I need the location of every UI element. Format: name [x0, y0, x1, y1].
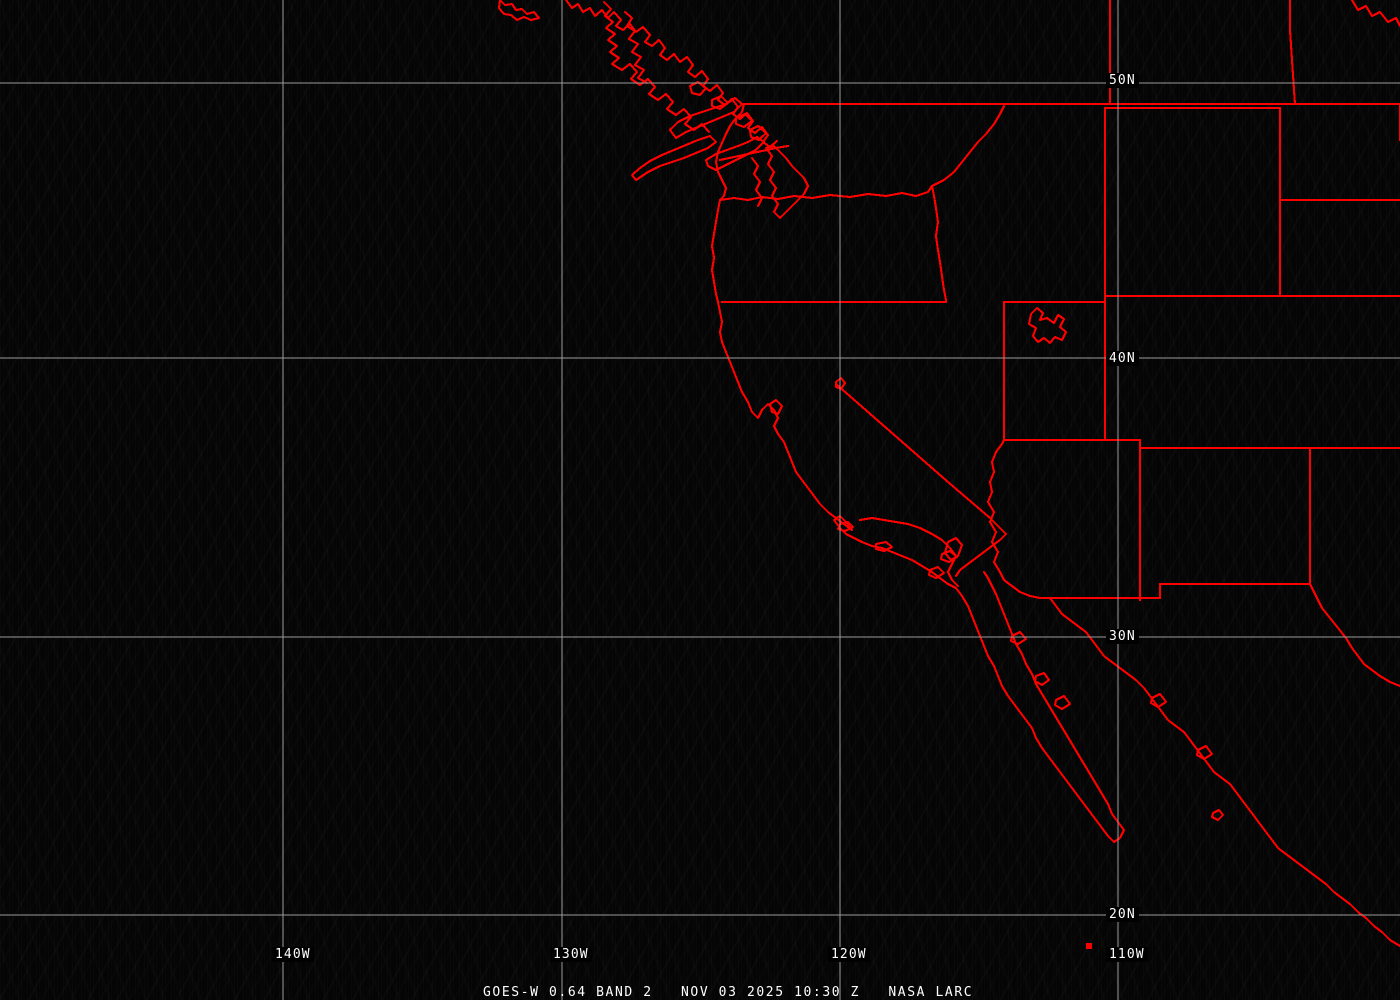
coastline-baja-bay-b [1033, 671, 1051, 687]
coastline-bc-fjords [602, 0, 711, 134]
coastline-bc-inlets-north [564, 0, 779, 149]
border-california-south [954, 526, 1008, 578]
gridlabel-lon-130w: 130W [550, 947, 592, 962]
gridlabel-lon-140w: 140W [272, 947, 314, 962]
coastline-canada-rockies-lakes [1350, 0, 1400, 28]
coastline-channel-island-sanclemente [927, 565, 946, 580]
coastline-strait-juan-de-fuca [718, 144, 790, 162]
border-alberta-saskatchewan [1288, 0, 1297, 106]
border-mexico-interior [1308, 582, 1400, 688]
border-idaho-montana [930, 104, 1006, 188]
coastline-bc-islands-small-b [734, 112, 754, 129]
lake-mexico-small [1210, 808, 1225, 822]
coastline-sonora [1048, 596, 1400, 948]
border-washington-oregon [718, 184, 934, 202]
border-us-mexico-arizona [1048, 582, 1312, 600]
coastline-vancouver-island-north [668, 96, 744, 140]
coastline-baja-bay-a [1009, 630, 1028, 646]
coastline-channel-island-santacruz [874, 540, 894, 553]
gridlabel-lon-120w: 120W [828, 947, 870, 962]
gridlabel-lat-40n: 40N [1106, 351, 1139, 366]
coastline-mexico-inlet [1195, 744, 1214, 761]
gridlabel-lon-110w: 110W [1106, 947, 1148, 962]
border-idaho-west [930, 184, 948, 302]
coastline-san-francisco-bay [768, 398, 784, 416]
border-utah-wyoming [1002, 106, 1107, 304]
coastline-baja-gulf [982, 570, 1114, 816]
coastline-washington [714, 102, 746, 202]
coastline-vancouver-island [630, 134, 718, 182]
gridlabel-lat-50n: 50N [1106, 73, 1139, 88]
border-ca-az-colorado-river [986, 442, 1052, 600]
coastline-puget-sound-islands [748, 124, 768, 142]
coastline-bc-islands-small-a [710, 94, 730, 111]
gridlabel-lat-30n: 30N [1106, 629, 1139, 644]
product-caption: GOES-W 0.64 BAND 2 NOV 03 2025 10:30 Z N… [483, 985, 974, 1000]
coastline-puget-sound [764, 144, 810, 220]
coastline-baja-pacific [954, 586, 1126, 844]
coastline-mexico-notch-a [1149, 692, 1168, 709]
coastline-oregon [710, 198, 754, 414]
gridlabel-lat-20n: 20N [1106, 907, 1139, 922]
border-nevada-east [1000, 300, 1006, 446]
coastline-baja-islands [1053, 694, 1072, 711]
lake-salton-sea [943, 536, 964, 562]
border-california-nevada-diagonal [834, 382, 1002, 530]
lake-great-salt-lake [1027, 306, 1068, 345]
coastline-british-columbia [497, 0, 541, 22]
coastline-northern-california [750, 402, 854, 532]
coastline-channel-island-sanmiguel [836, 520, 855, 533]
coastline-island-speck [1086, 943, 1092, 949]
coastline-socal-bight [858, 516, 960, 588]
coastline-queen-charlotte [623, 10, 649, 85]
